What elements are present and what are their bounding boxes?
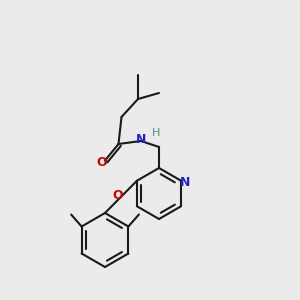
- Text: N: N: [136, 133, 146, 146]
- Text: O: O: [112, 189, 123, 202]
- Text: O: O: [96, 155, 107, 169]
- Text: N: N: [179, 176, 190, 189]
- Text: H: H: [152, 128, 160, 139]
